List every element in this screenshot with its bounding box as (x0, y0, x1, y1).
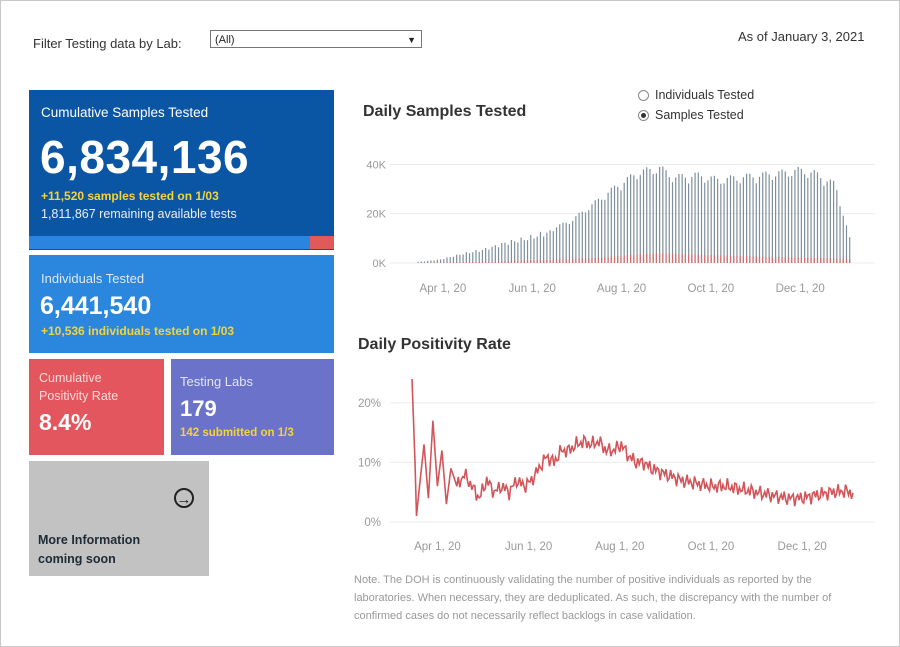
samples-y-tick-label: 40K (366, 159, 386, 171)
radio-samples-button[interactable] (638, 109, 649, 121)
samples-x-tick-label: Jun 1, 20 (509, 283, 556, 295)
positivity-chart-title: Daily Positivity Rate (358, 336, 511, 353)
positivity-line (411, 378, 854, 517)
cumulative-samples-card: Cumulative Samples Tested 6,834,136 +11,… (29, 90, 334, 250)
samples-y-ticks: 0K 20K 40K (366, 159, 386, 270)
more-info-card[interactable]: → More Information coming soon (29, 461, 209, 576)
cumulative-samples-value: 6,834,136 (40, 131, 250, 183)
tests-progress-bar (29, 236, 334, 249)
positivity-rate-card: Cumulative Positivity Rate 8.4% (29, 359, 164, 455)
positivity-grid (390, 402, 875, 523)
samples-daily-increase: +11,520 samples tested on 1/03 (41, 189, 219, 203)
individuals-daily-increase: +10,536 individuals tested on 1/03 (41, 324, 235, 338)
samples-chart-title: Daily Samples Tested (363, 103, 527, 120)
positivity-x-tick-label: Oct 1, 20 (688, 541, 735, 553)
as-of-date: As of January 3, 2021 (738, 29, 865, 44)
remaining-tests: 1,811,867 remaining available tests (41, 207, 237, 221)
validation-note: Note. The DOH is continuously validating… (354, 574, 832, 622)
samples-chart: 0K 20K 40K Apr 1, 20 Jun 1, 20 Aug 1, 20 Oct … (366, 159, 875, 295)
positivity-y-ticks: 0% 10% 20% (358, 398, 381, 529)
samples-x-ticks: Apr 1, 20 Jun 1, 20 Aug 1, 20 Oct 1, 20 Dec … (420, 283, 825, 295)
more-info-text: More Information coming soon (38, 531, 140, 569)
radio-individuals-button[interactable] (638, 89, 649, 101)
samples-bars (417, 166, 851, 263)
samples-x-tick-label: Aug 1, 20 (597, 283, 646, 295)
tests-progress-fill (309, 236, 334, 249)
chevron-down-icon: ▼ (407, 35, 416, 45)
lab-filter-value: (All) (215, 34, 235, 46)
positivity-x-ticks: Apr 1, 20 Jun 1, 20 Aug 1, 20 Oct 1, 20 Dec … (414, 541, 827, 553)
individuals-title: Individuals Tested (41, 271, 145, 286)
more-info-line2: coming soon (38, 552, 116, 566)
arrow-right-circle-icon[interactable]: → (174, 488, 194, 508)
samples-x-tick-label: Oct 1, 20 (688, 283, 735, 295)
samples-x-tick-label: Dec 1, 20 (776, 283, 825, 295)
positivity-value: 8.4% (39, 409, 92, 435)
individuals-tested-card: Individuals Tested 6,441,540 +10,536 ind… (29, 255, 334, 353)
labs-submitted: 142 submitted on 1/3 (180, 427, 294, 439)
positivity-title-line1: Cumulative (39, 371, 102, 385)
individuals-value: 6,441,540 (40, 292, 152, 320)
positivity-title-line2: Positivity Rate (39, 389, 119, 403)
lab-filter-dropdown[interactable]: (All) ▼ (210, 30, 422, 48)
samples-y-tick-label: 0K (373, 258, 387, 270)
cumulative-samples-title: Cumulative Samples Tested (41, 105, 209, 120)
filter-label: Filter Testing data by Lab: (33, 36, 182, 51)
samples-y-tick-label: 20K (366, 209, 386, 221)
positivity-x-tick-label: Dec 1, 20 (778, 541, 827, 553)
positivity-y-tick-label: 10% (358, 457, 381, 469)
radio-individuals[interactable]: Individuals Tested (638, 88, 754, 102)
samples-grid (390, 163, 875, 264)
positivity-chart: 0% 10% 20% Apr 1, 20 Jun 1, 20 Aug 1, 20 Oct … (358, 378, 875, 553)
more-info-line1: More Information (38, 533, 141, 547)
radio-samples[interactable]: Samples Tested (638, 108, 744, 122)
positivity-y-tick-label: 0% (364, 517, 381, 529)
radio-samples-label: Samples Tested (655, 108, 744, 122)
radio-individuals-label: Individuals Tested (655, 88, 755, 102)
labs-value: 179 (180, 396, 217, 421)
testing-labs-card: Testing Labs 179 142 submitted on 1/3 (171, 359, 334, 455)
positivity-y-tick-label: 20% (358, 398, 381, 410)
positivity-x-tick-label: Jun 1, 20 (505, 541, 552, 553)
positivity-title: Cumulative Positivity Rate (39, 369, 118, 405)
labs-title: Testing Labs (180, 374, 253, 389)
samples-x-tick-label: Apr 1, 20 (420, 283, 467, 295)
positivity-x-tick-label: Apr 1, 20 (414, 541, 461, 553)
positivity-x-tick-label: Aug 1, 20 (595, 541, 644, 553)
